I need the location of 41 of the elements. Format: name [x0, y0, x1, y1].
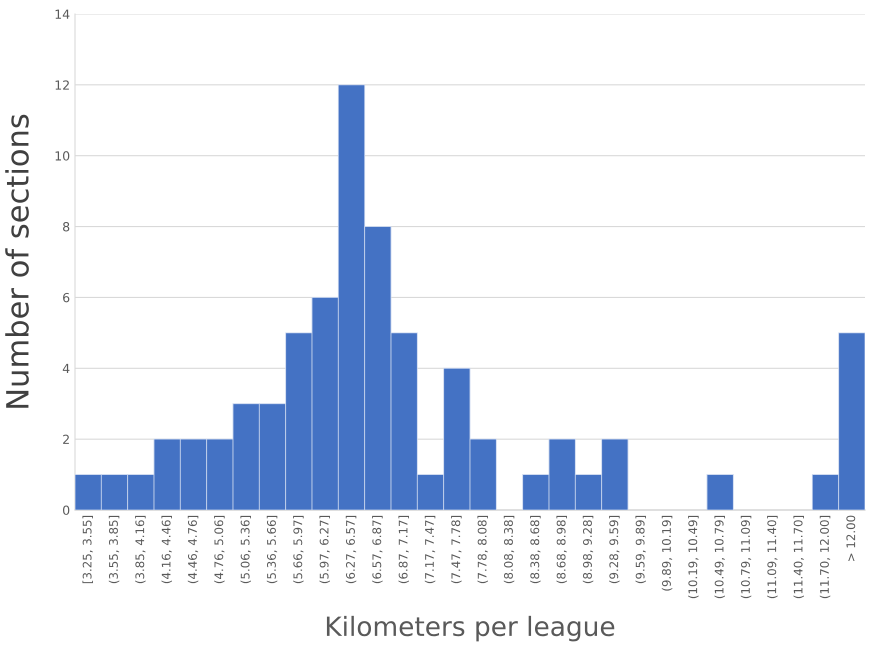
x-tick-label: (6.27, 6.57] — [346, 516, 356, 584]
bar — [706, 474, 734, 510]
y-tick-label: 0 — [63, 505, 70, 515]
x-tick-label: (7.17, 7.47] — [424, 516, 436, 584]
x-tick-label: (4.76, 5.06] — [214, 516, 225, 584]
x-tick-label: (5.36, 5.66] — [266, 516, 278, 584]
x-tick-label: > 12.00 — [846, 516, 856, 562]
x-tick-label: (4.46, 4.76] — [188, 516, 198, 584]
y-tick-label: 2 — [63, 434, 69, 444]
x-tick-label: (10.19, 10.49] — [688, 516, 699, 598]
x-tick-label: (8.68, 8.98] — [556, 516, 567, 584]
x-tick-label: (5.06, 5.36] — [240, 516, 251, 584]
y-tick-label: 4 — [62, 364, 70, 374]
y-tick-label: 14 — [56, 10, 70, 19]
x-tick-label: [3.25, 3.55] — [82, 516, 93, 584]
y-tick-label: 10 — [56, 151, 70, 161]
x-tick-label: (5.97, 6.27] — [319, 516, 330, 584]
x-tick-label: (8.38, 8.68] — [530, 516, 541, 584]
y-axis-title: Number of sections — [5, 114, 29, 408]
x-tick-label: (10.79, 11.09] — [740, 516, 752, 598]
x-tick-label: (6.87, 7.17] — [398, 516, 409, 584]
x-tick-label: (9.28, 9.59] — [609, 516, 620, 584]
x-tick-label: (3.55, 3.85] — [108, 516, 120, 584]
x-tick-label: (11.70, 12.00] — [820, 516, 830, 598]
x-tick-label: (10.49, 10.79] — [714, 516, 725, 598]
x-tick-label: (3.85, 4.16] — [135, 516, 146, 584]
x-tick-label: (6.57, 6.87] — [372, 516, 383, 584]
y-tick-label: 8 — [63, 222, 70, 232]
x-tick-label: (8.08, 8.38] — [504, 516, 514, 584]
x-axis-title: Kilometers per league — [326, 616, 614, 642]
x-tick-label: (11.40, 11.70] — [793, 516, 804, 598]
x-tick-label: (9.59, 9.89] — [635, 516, 646, 584]
x-tick-label: (11.09, 11.40] — [767, 516, 778, 598]
y-tick-label: 12 — [56, 80, 69, 90]
x-tick-label: (8.98, 9.28] — [582, 516, 594, 584]
x-tick-label: (4.16, 4.46] — [161, 516, 172, 584]
x-tick-label: (7.78, 8.08] — [477, 516, 488, 584]
y-tick-label: 6 — [63, 292, 70, 302]
x-tick-label: (9.89, 10.19] — [662, 516, 672, 591]
x-tick-label: (7.47, 7.78] — [451, 516, 462, 584]
x-tick-label: (5.66, 5.97] — [293, 516, 304, 584]
